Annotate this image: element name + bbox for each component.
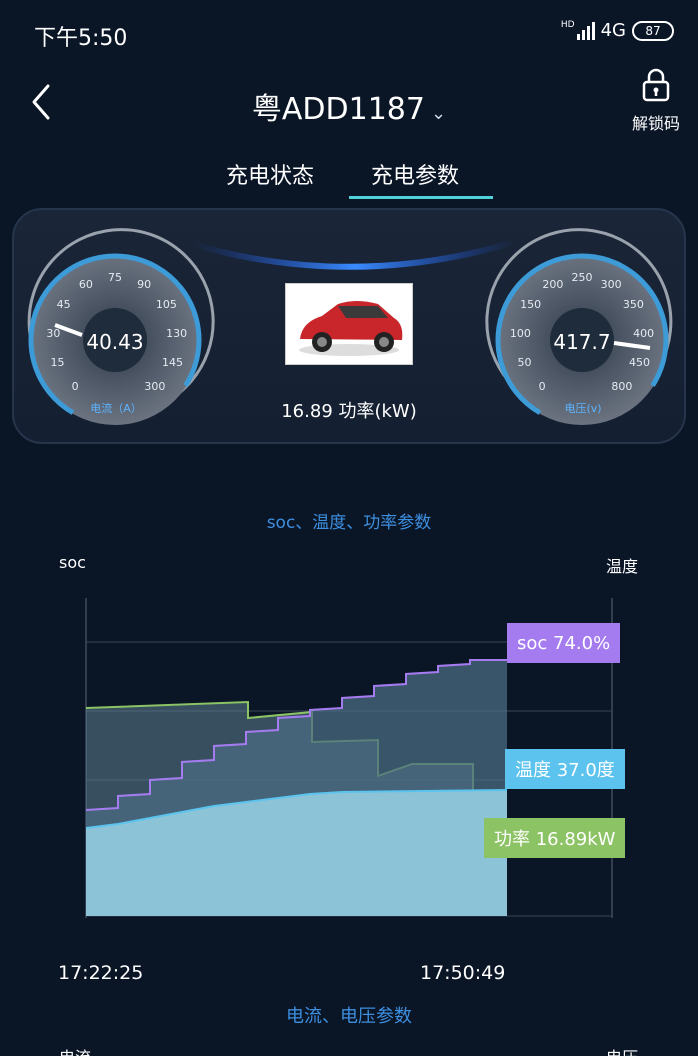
power-value-tag: 功率 16.89kW — [484, 818, 626, 858]
status-icons: HD 4G 87 — [561, 20, 674, 41]
power-readout: 16.89 功率(kW) — [281, 401, 417, 422]
temp-value-tag: 温度 37.0度 — [505, 749, 625, 789]
voltage-axis-label: 电压 — [606, 1044, 638, 1056]
voltage-gauge-tick-label: 450 — [628, 356, 650, 370]
current-gauge-tick-label: 130 — [166, 326, 188, 340]
status-time: 下午5:50 — [34, 26, 128, 51]
current-axis-label: 电流 — [59, 1044, 91, 1056]
voltage-gauge-tick-label: 200 — [542, 278, 564, 292]
chevron-left-icon — [32, 84, 50, 120]
temp-line — [85, 789, 508, 829]
signal-icon — [576, 21, 595, 40]
x-axis-start: 17:22:25 — [58, 962, 144, 984]
soc-temp-power-chart — [85, 598, 613, 918]
current-gauge-tick-label: 300 — [144, 380, 166, 394]
hd-label: HD — [560, 20, 575, 30]
voltage-value: 417.7 — [553, 330, 611, 354]
current-gauge-tick-label: 105 — [155, 298, 177, 312]
soc-value-tag: soc 74.0% — [507, 623, 621, 663]
battery-icon: 87 — [632, 20, 674, 41]
voltage-gauge-tick-label: 250 — [571, 271, 593, 284]
temp-area — [86, 790, 507, 916]
back-button[interactable] — [28, 82, 58, 122]
current-value: 40.43 — [86, 330, 144, 354]
voltage-gauge-tick-label: 350 — [622, 298, 644, 312]
unlock-code-button[interactable]: 解锁码 — [626, 68, 686, 134]
current-gauge-tick-label: 60 — [78, 278, 93, 292]
chart-title: soc、温度、功率参数 — [266, 513, 432, 533]
glow-arc — [194, 239, 516, 270]
voltage-gauge-tick-label: 50 — [517, 356, 532, 370]
voltage-gauge — [485, 228, 673, 427]
plate-number: 粤ADD1187 — [251, 92, 425, 127]
current-gauge-tick-label: 30 — [46, 326, 61, 340]
vehicle-image — [285, 283, 413, 365]
voltage-gauge-tick-label: 0 — [538, 380, 546, 394]
unlock-code-label: 解锁码 — [631, 114, 680, 133]
voltage-gauge-tick-label: 400 — [633, 326, 655, 340]
voltage-gauge-label: 电压(v) — [564, 402, 602, 415]
voltage-gauge-tick-label: 100 — [509, 326, 531, 340]
chart2-title: 电流、电压参数 — [286, 1006, 412, 1027]
tab-charging-status[interactable]: 充电状态 — [226, 164, 315, 189]
current-gauge-tick-label: 45 — [56, 298, 71, 312]
active-tab-indicator — [349, 196, 493, 199]
tab-charging-params[interactable]: 充电参数 — [371, 164, 460, 189]
current-gauge-tick-label: 0 — [71, 380, 79, 394]
soc-axis-label: soc — [59, 553, 86, 572]
current-gauge-label: 电流（A） — [90, 402, 142, 415]
temp-axis-label: 温度 — [605, 557, 638, 576]
current-gauge-tick-label: 15 — [50, 356, 65, 370]
vehicle-selector[interactable]: 粤ADD1187 ⌄ — [0, 84, 698, 128]
chevron-down-icon: ⌄ — [430, 103, 447, 124]
current-gauge-tick-label: 145 — [161, 356, 183, 370]
dashboard-graphics — [27, 228, 673, 427]
x-axis-end: 17:50:49 — [420, 962, 506, 984]
voltage-gauge-tick-label: 800 — [611, 380, 633, 394]
soc-line — [85, 659, 507, 811]
network-label: 4G — [600, 20, 626, 41]
voltage-gauge-tick-label: 150 — [520, 298, 542, 312]
voltage-gauge-tick-label: 300 — [600, 278, 622, 292]
current-gauge — [27, 228, 215, 427]
current-gauge-tick-label: 90 — [137, 278, 152, 292]
lock-icon — [642, 68, 670, 102]
battery-level: 87 — [645, 23, 661, 38]
current-gauge-tick-label: 75 — [108, 271, 122, 284]
